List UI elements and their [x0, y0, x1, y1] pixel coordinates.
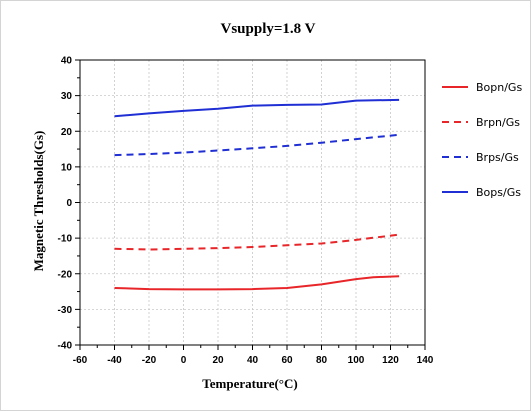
y-tick-label: 20 [61, 127, 73, 138]
x-tick-label: 40 [247, 355, 259, 366]
y-tick-label: -20 [58, 269, 73, 280]
grid [79, 59, 426, 346]
x-tick-label: -20 [142, 355, 157, 366]
series-line-brpn-gs [114, 233, 400, 251]
x-tick-label: -40 [107, 355, 122, 366]
chart-title: Vsupply=1.8 V [221, 21, 316, 37]
x-axis-title: Temperature(°C) [202, 376, 297, 391]
y-tick-label: -30 [58, 305, 73, 316]
x-axis-ticks: -60 -40 -20 0 20 40 60 80 100 120 140 [73, 345, 434, 366]
x-tick-label: 0 [181, 355, 187, 366]
x-tick-label: 20 [212, 355, 224, 366]
x-tick-label: -60 [73, 355, 88, 366]
series-line-bops-gs [114, 98, 400, 118]
y-tick-label: 10 [61, 162, 73, 173]
x-tick-label: 100 [348, 355, 365, 366]
series-lines [114, 98, 400, 291]
x-tick-label: 80 [316, 355, 328, 366]
legend-label: Bops/Gs [476, 186, 521, 199]
y-tick-label: 0 [66, 198, 72, 209]
x-tick-label: 60 [281, 355, 293, 366]
y-tick-label: 40 [61, 56, 73, 67]
y-axis-ticks: -40 -30 -20 -10 0 10 20 30 40 [58, 56, 80, 352]
legend: Bopn/Gs Brpn/Gs Brps/Gs Bops/Gs [442, 81, 522, 199]
y-tick-label: -10 [58, 234, 73, 245]
y-tick-label: 30 [61, 91, 73, 102]
y-tick-label: -40 [58, 341, 73, 352]
x-tick-label: 120 [382, 355, 399, 366]
series-line-brps-gs [114, 133, 400, 157]
legend-label: Bopn/Gs [476, 81, 522, 94]
x-tick-label: 140 [417, 355, 434, 366]
legend-label: Brpn/Gs [476, 116, 520, 129]
y-axis-title: Magnetic Thresholds(Gs) [31, 131, 46, 272]
series-line-bopn-gs [114, 275, 400, 291]
legend-label: Brps/Gs [476, 151, 519, 164]
